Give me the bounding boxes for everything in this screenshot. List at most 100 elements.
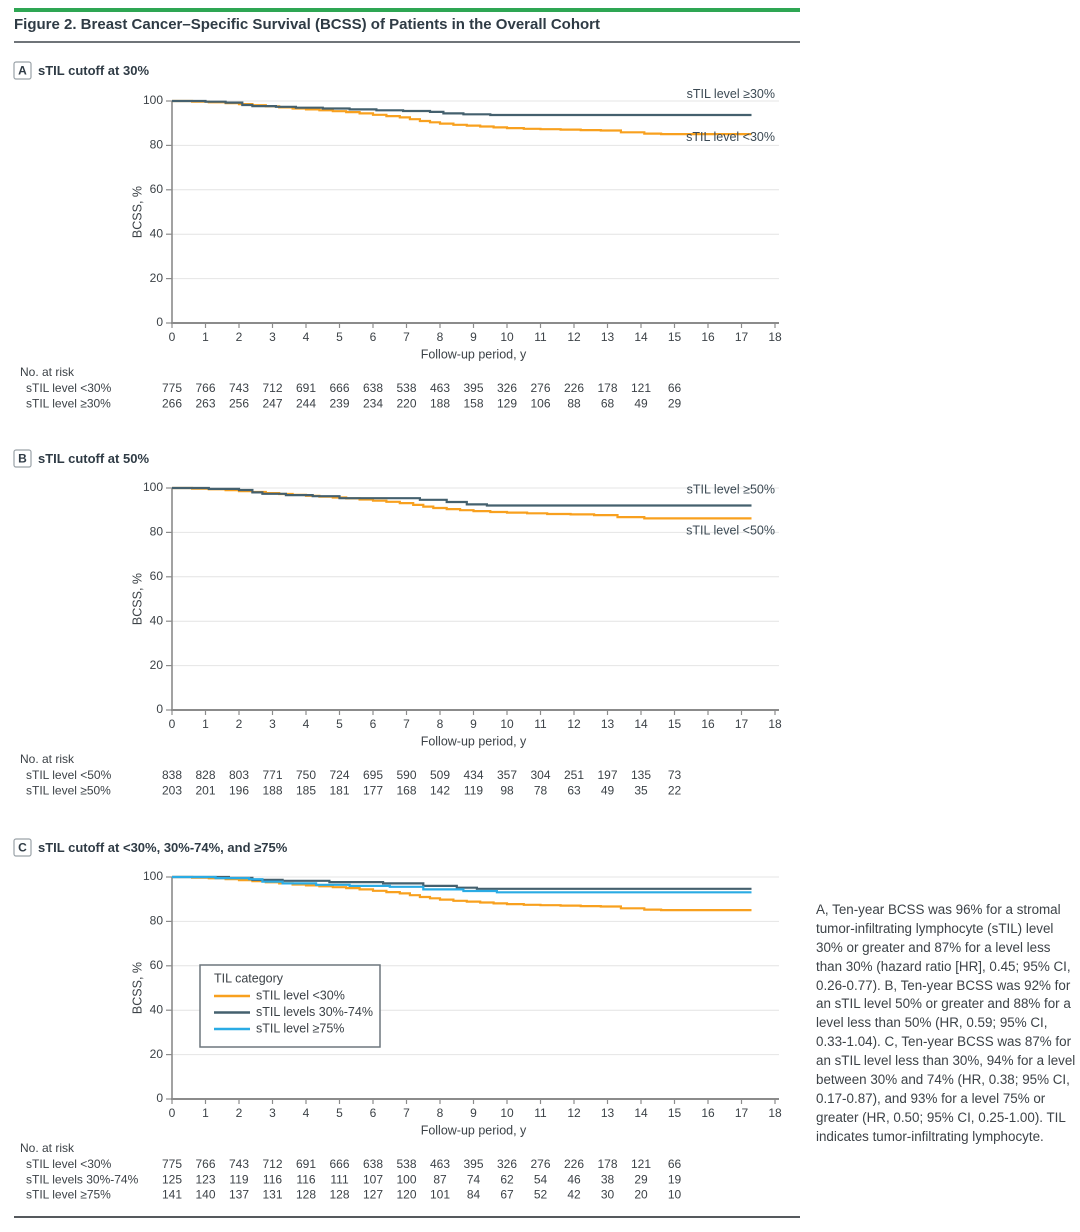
- risk-row-label: sTIL level <30%: [26, 1157, 112, 1171]
- panel-letter-box: [13, 61, 32, 80]
- y-tick-label: 60: [150, 569, 164, 583]
- y-axis-label: BCSS, %: [130, 186, 144, 238]
- x-tick-label: 6: [370, 1106, 377, 1120]
- x-tick-label: 6: [370, 330, 377, 344]
- curve-end-label: sTIL level <30%: [686, 130, 775, 144]
- x-tick-label: 7: [403, 717, 410, 731]
- risk-row-label: sTIL level <50%: [26, 768, 112, 782]
- survival-curve-slate: [172, 99, 752, 117]
- risk-value: 137: [229, 1188, 249, 1202]
- panel-letter: B: [18, 452, 27, 466]
- x-tick-label: 16: [701, 717, 715, 731]
- risk-value: 326: [497, 1157, 517, 1171]
- risk-row-label: sTIL level ≥50%: [26, 783, 111, 797]
- x-tick-label: 10: [500, 1106, 514, 1120]
- y-tick-label: 100: [143, 869, 163, 883]
- x-tick-label: 12: [567, 1106, 581, 1120]
- title-rule: [14, 41, 800, 43]
- risk-value: 20: [634, 1188, 648, 1202]
- risk-value: 119: [464, 783, 483, 797]
- figure-caption: A, Ten-year BCSS was 96% for a stromal t…: [816, 902, 1076, 1144]
- risk-value: 63: [567, 783, 581, 797]
- risk-value: 803: [229, 768, 249, 782]
- x-tick-label: 8: [437, 1106, 444, 1120]
- x-tick-label: 2: [236, 330, 243, 344]
- panel-letter-box: [13, 449, 32, 468]
- risk-value: 74: [467, 1172, 481, 1186]
- x-tick-label: 0: [169, 1106, 176, 1120]
- y-tick-label: 100: [143, 480, 163, 494]
- risk-value: 129: [497, 396, 517, 410]
- x-axis-label: Follow-up period, y: [421, 734, 527, 748]
- risk-value: 766: [195, 1157, 215, 1171]
- risk-value: 35: [634, 783, 648, 797]
- legend-title: TIL category: [214, 971, 284, 985]
- risk-value: 140: [195, 1188, 215, 1202]
- x-tick-label: 8: [437, 717, 444, 731]
- panel-title: sTIL cutoff at 30%: [38, 63, 149, 78]
- x-tick-label: 9: [470, 717, 477, 731]
- risk-value: 256: [229, 396, 249, 410]
- accent-bar: [14, 8, 800, 12]
- risk-value: 244: [296, 396, 316, 410]
- risk-value: 188: [430, 396, 450, 410]
- risk-value: 691: [296, 381, 316, 395]
- risk-table-title: No. at risk: [20, 365, 75, 379]
- risk-value: 107: [363, 1172, 383, 1186]
- x-tick-label: 11: [534, 1106, 547, 1120]
- risk-value: 251: [564, 768, 584, 782]
- risk-value: 98: [500, 783, 514, 797]
- x-tick-label: 16: [701, 1106, 715, 1120]
- risk-value: 168: [396, 783, 416, 797]
- x-tick-label: 18: [768, 330, 782, 344]
- survival-curve-blue: [172, 875, 752, 894]
- risk-value: 22: [668, 783, 682, 797]
- risk-value: 78: [534, 783, 548, 797]
- curve-end-label: sTIL level <50%: [686, 524, 775, 538]
- risk-value: 239: [329, 396, 349, 410]
- legend-box: [199, 964, 381, 1048]
- risk-value: 177: [363, 783, 383, 797]
- risk-value: 638: [363, 381, 383, 395]
- risk-value: 120: [396, 1188, 416, 1202]
- y-tick-label: 20: [150, 271, 164, 285]
- risk-value: 395: [463, 1157, 483, 1171]
- y-axis-label: BCSS, %: [130, 573, 144, 625]
- risk-value: 712: [262, 1157, 282, 1171]
- panel-letter-box: [13, 838, 32, 857]
- x-tick-label: 1: [202, 717, 209, 731]
- y-tick-label: 80: [150, 914, 164, 928]
- x-tick-label: 13: [601, 717, 615, 731]
- x-tick-label: 12: [567, 717, 581, 731]
- risk-value: 62: [500, 1172, 514, 1186]
- x-tick-label: 0: [169, 717, 176, 731]
- risk-value: 52: [534, 1188, 548, 1202]
- risk-value: 538: [396, 381, 416, 395]
- risk-value: 266: [162, 396, 182, 410]
- x-tick-label: 0: [169, 330, 176, 344]
- risk-value: 196: [229, 783, 249, 797]
- y-tick-label: 40: [150, 1002, 164, 1016]
- risk-value: 116: [296, 1172, 315, 1186]
- risk-value: 771: [262, 768, 282, 782]
- x-tick-label: 2: [236, 1106, 243, 1120]
- legend-entry-label: sTIL levels 30%-74%: [256, 1005, 373, 1019]
- risk-value: 326: [497, 381, 517, 395]
- risk-value: 66: [668, 1157, 682, 1171]
- risk-value: 775: [162, 381, 182, 395]
- risk-value: 775: [162, 1157, 182, 1171]
- x-tick-label: 11: [534, 717, 547, 731]
- x-tick-label: 9: [470, 1106, 477, 1120]
- risk-value: 73: [668, 768, 682, 782]
- panel-title: sTIL cutoff at 50%: [38, 451, 149, 466]
- y-tick-label: 80: [150, 525, 164, 539]
- risk-value: 128: [329, 1188, 349, 1202]
- risk-value: 276: [530, 1157, 550, 1171]
- x-tick-label: 15: [668, 717, 682, 731]
- x-tick-label: 3: [269, 1106, 276, 1120]
- risk-value: 247: [262, 396, 282, 410]
- x-tick-label: 11: [534, 330, 547, 344]
- x-tick-label: 5: [336, 717, 343, 731]
